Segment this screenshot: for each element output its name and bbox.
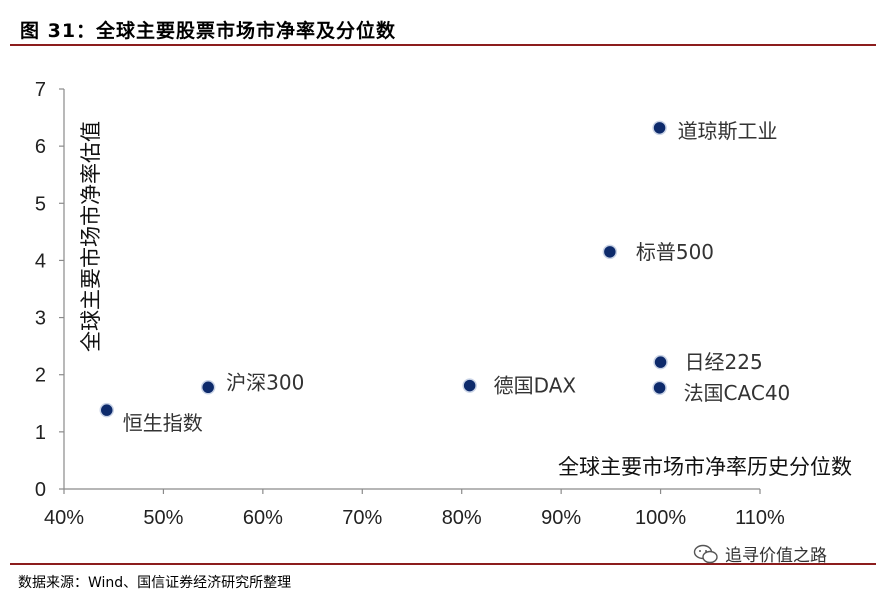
watermark: 追寻价值之路 bbox=[693, 541, 827, 566]
y-tick-label: 4 bbox=[35, 250, 46, 272]
y-tick-label: 1 bbox=[35, 422, 46, 444]
data-point bbox=[200, 380, 216, 395]
figure-title: 图 31：全球主要股票市场市净率及分位数 bbox=[20, 20, 397, 42]
data-point bbox=[652, 380, 667, 396]
bottom-rule bbox=[10, 563, 876, 565]
x-tick-label: 50% bbox=[143, 507, 183, 529]
y-tick-label: 7 bbox=[35, 79, 46, 101]
x-tick-label: 100% bbox=[635, 507, 686, 529]
x-axis-title: 全球主要市场市净率历史分位数 bbox=[558, 455, 852, 479]
wechat-icon bbox=[693, 544, 718, 563]
watermark-text: 追寻价值之路 bbox=[725, 546, 827, 566]
data-point-label: 日经225 bbox=[685, 350, 763, 374]
data-point-label: 标普500 bbox=[636, 240, 714, 264]
data-point bbox=[653, 354, 668, 370]
axes bbox=[63, 89, 760, 490]
data-point bbox=[99, 402, 115, 418]
y-tick-label: 2 bbox=[35, 365, 46, 387]
data-point-label: 德国DAX bbox=[494, 374, 577, 398]
top-rule bbox=[10, 44, 876, 46]
data-points bbox=[99, 120, 668, 418]
data-point-label: 道琼斯工业 bbox=[678, 119, 778, 143]
data-point bbox=[462, 378, 477, 393]
data-point-label: 法国CAC40 bbox=[684, 381, 791, 405]
y-axis-title: 全球主要市场市净率估值 bbox=[79, 121, 103, 352]
y-tick-label: 0 bbox=[35, 479, 46, 501]
scatter-chart: 40% 50% 60% 70% 80% 90% 100% 110% 0 1 2 3 4 5 6 7 恒生指数… bbox=[35, 79, 852, 529]
x-tick-label: 80% bbox=[442, 507, 482, 529]
x-tick-label: 60% bbox=[243, 507, 283, 529]
y-tick-label: 5 bbox=[35, 193, 46, 215]
y-tick-label: 3 bbox=[35, 308, 46, 330]
data-point bbox=[602, 244, 618, 260]
x-tick-label: 90% bbox=[541, 507, 581, 529]
x-tick-label: 70% bbox=[342, 507, 382, 529]
x-tick-labels: 40% 50% 60% 70% 80% 90% 100% 110% bbox=[44, 489, 785, 529]
data-point bbox=[652, 120, 667, 136]
data-point-label: 沪深300 bbox=[226, 370, 304, 394]
y-tick-label: 6 bbox=[35, 136, 46, 158]
y-tick-labels: 0 1 2 3 4 5 6 7 bbox=[35, 79, 64, 501]
x-tick-label: 40% bbox=[44, 507, 84, 529]
data-point-label: 恒生指数 bbox=[123, 411, 203, 435]
source-note: 数据来源：Wind、国信证券经济研究所整理 bbox=[18, 575, 292, 591]
x-tick-label: 110% bbox=[735, 507, 785, 529]
